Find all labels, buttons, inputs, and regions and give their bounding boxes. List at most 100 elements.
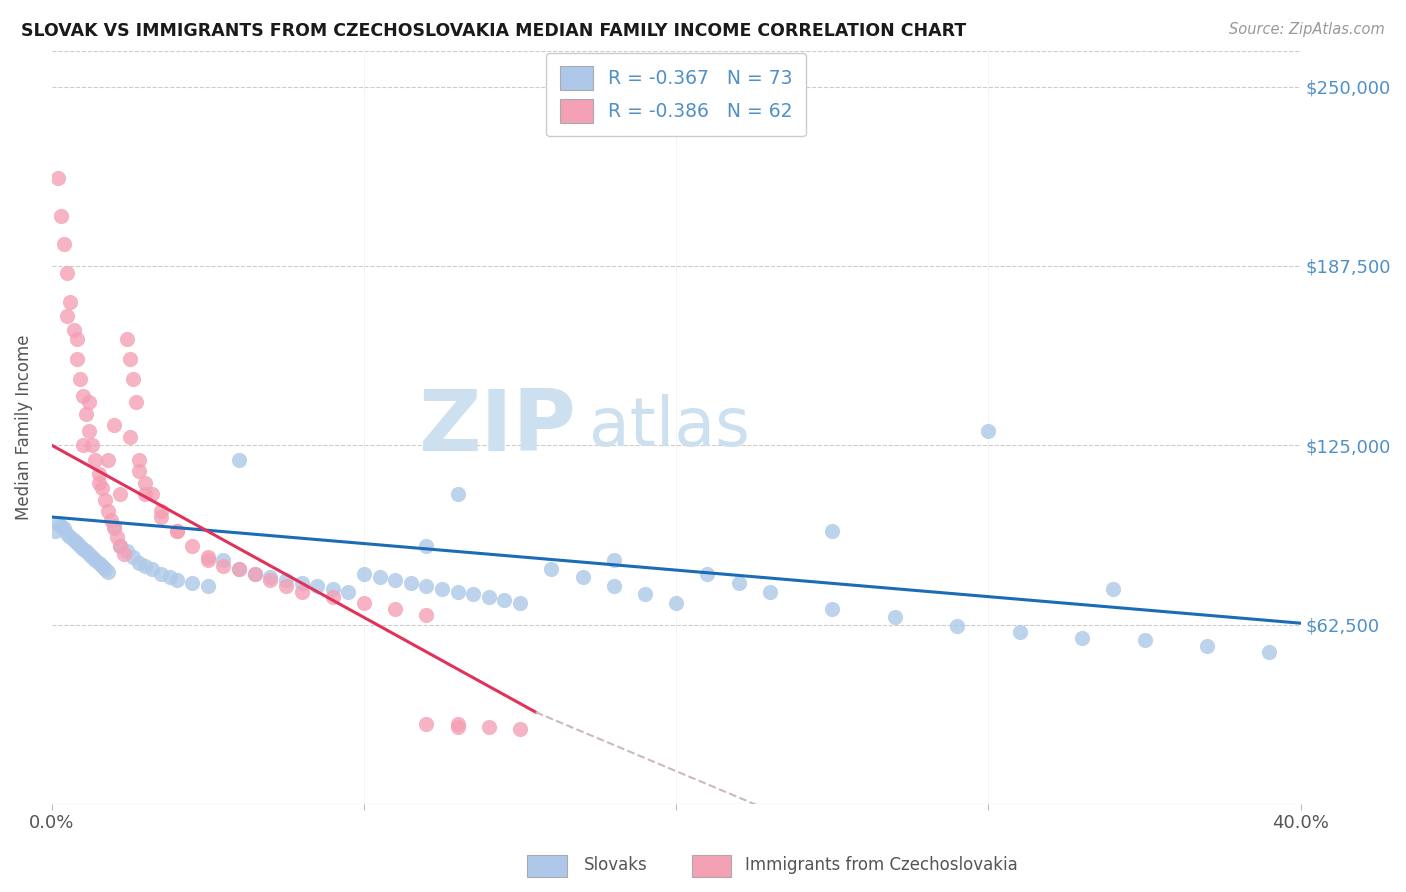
Point — [97, 565, 120, 579]
Point — [90, 558, 112, 573]
Point — [384, 602, 406, 616]
Point — [82, 550, 104, 565]
Point — [128, 464, 150, 478]
Point — [274, 573, 297, 587]
Point — [150, 504, 173, 518]
Point — [103, 418, 125, 433]
Point — [77, 547, 100, 561]
Point — [197, 579, 219, 593]
Point — [62, 323, 84, 337]
Text: ZIP: ZIP — [419, 386, 576, 469]
Point — [100, 513, 122, 527]
Point — [696, 567, 718, 582]
Point — [94, 562, 117, 576]
Point — [883, 610, 905, 624]
Point — [115, 544, 138, 558]
Point — [634, 587, 657, 601]
Point — [82, 438, 104, 452]
Point — [72, 438, 94, 452]
Y-axis label: Median Family Income: Median Family Income — [15, 334, 32, 520]
Point — [134, 475, 156, 490]
Point — [77, 424, 100, 438]
Point — [97, 452, 120, 467]
Point — [110, 487, 132, 501]
Point — [181, 539, 204, 553]
Point — [112, 547, 135, 561]
Point — [72, 541, 94, 556]
Point — [946, 619, 969, 633]
Point — [243, 567, 266, 582]
Point — [141, 487, 163, 501]
Point — [77, 395, 100, 409]
Point — [103, 521, 125, 535]
Point — [399, 576, 422, 591]
Point — [44, 524, 66, 539]
Point — [141, 562, 163, 576]
Point — [87, 475, 110, 490]
Point — [1195, 639, 1218, 653]
Point — [1258, 645, 1281, 659]
Point — [509, 596, 531, 610]
Point — [415, 716, 437, 731]
Point — [103, 518, 125, 533]
Point — [46, 171, 69, 186]
Point — [290, 576, 312, 591]
Point — [53, 237, 76, 252]
Point — [66, 352, 89, 367]
Point — [134, 558, 156, 573]
Point — [228, 562, 250, 576]
Point — [977, 424, 1000, 438]
Point — [540, 562, 562, 576]
Point — [75, 407, 97, 421]
Point — [166, 524, 188, 539]
Point — [94, 492, 117, 507]
Point — [446, 584, 468, 599]
Point — [727, 576, 749, 591]
Point — [105, 530, 128, 544]
Text: atlas: atlas — [589, 394, 749, 460]
Point — [446, 716, 468, 731]
Point — [821, 524, 844, 539]
Point — [446, 487, 468, 501]
Point — [759, 584, 782, 599]
Point — [75, 544, 97, 558]
Point — [274, 579, 297, 593]
Point — [150, 510, 173, 524]
Point — [228, 452, 250, 467]
Point — [56, 266, 79, 280]
Point — [353, 596, 375, 610]
Point — [87, 556, 110, 570]
Point — [259, 573, 281, 587]
Point — [128, 556, 150, 570]
Point — [118, 352, 141, 367]
Point — [84, 452, 107, 467]
Point — [134, 487, 156, 501]
Point — [181, 576, 204, 591]
Point — [430, 582, 453, 596]
Point — [415, 579, 437, 593]
Point — [212, 553, 235, 567]
Point — [62, 533, 84, 547]
Point — [494, 593, 516, 607]
Text: Slovaks: Slovaks — [583, 856, 647, 874]
Point — [118, 430, 141, 444]
Point — [1008, 624, 1031, 639]
Text: Source: ZipAtlas.com: Source: ZipAtlas.com — [1229, 22, 1385, 37]
Point — [243, 567, 266, 582]
Point — [322, 591, 344, 605]
Point — [415, 607, 437, 622]
Point — [337, 584, 360, 599]
Point — [159, 570, 181, 584]
Point — [166, 524, 188, 539]
Point — [90, 481, 112, 495]
Point — [59, 530, 82, 544]
Point — [446, 719, 468, 733]
Point — [571, 570, 593, 584]
Point — [197, 550, 219, 565]
Point — [49, 518, 72, 533]
Point — [509, 723, 531, 737]
Point — [97, 504, 120, 518]
Point — [166, 573, 188, 587]
Point — [59, 294, 82, 309]
Point — [478, 591, 501, 605]
